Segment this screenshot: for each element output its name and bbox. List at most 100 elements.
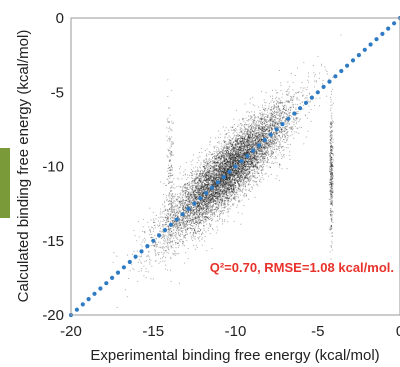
scatter-point	[281, 102, 283, 104]
scatter-point	[176, 207, 178, 209]
scatter-point	[184, 236, 186, 238]
scatter-point	[257, 135, 259, 137]
scatter-point	[223, 152, 224, 154]
scatter-point	[244, 141, 246, 143]
scatter-point	[190, 227, 192, 229]
scatter-point	[197, 202, 198, 204]
scatter-point	[186, 190, 188, 192]
scatter-point	[184, 204, 185, 206]
scatter-point	[212, 191, 214, 193]
scatter-point	[235, 172, 237, 174]
scatter-point	[322, 79, 324, 81]
scatter-point	[280, 112, 282, 114]
scatter-point	[218, 174, 220, 176]
scatter-point	[232, 184, 234, 186]
scatter-point	[273, 101, 275, 103]
scatter-point	[243, 184, 244, 186]
scatter-point	[221, 202, 223, 204]
scatter-point	[286, 132, 288, 134]
scatter-point	[270, 126, 271, 128]
scatter-point	[234, 185, 236, 187]
scatter-point	[247, 139, 249, 141]
scatter-point	[245, 152, 247, 153]
scatter-point	[206, 186, 208, 188]
scatter-point	[238, 166, 240, 168]
scatter-point	[203, 160, 205, 162]
scatter-point	[186, 225, 187, 227]
scatter-point	[330, 158, 332, 160]
scatter-point	[172, 154, 174, 156]
scatter-point	[208, 198, 210, 200]
scatter-point	[241, 154, 243, 156]
scatter-point	[224, 200, 226, 201]
scatter-point	[217, 162, 219, 164]
scatter-point	[288, 91, 290, 93]
scatter-point	[271, 150, 273, 152]
scatter-point	[221, 149, 223, 151]
scatter-point	[232, 156, 233, 158]
scatter-point	[331, 125, 333, 127]
scatter-point	[226, 175, 228, 177]
scatter-point	[160, 227, 161, 229]
scatter-point	[223, 171, 224, 173]
scatter-point	[209, 199, 211, 201]
scatter-point	[205, 205, 207, 207]
scatter-point	[274, 120, 276, 122]
scatter-point	[225, 178, 227, 180]
scatter-point	[171, 169, 173, 171]
scatter-point	[138, 236, 140, 238]
scatter-point	[245, 172, 247, 174]
scatter-point	[219, 168, 221, 170]
scatter-point	[177, 222, 179, 224]
scatter-point	[247, 133, 249, 135]
scatter-point	[207, 230, 209, 232]
scatter-point	[210, 209, 212, 211]
scatter-point	[243, 167, 245, 169]
scatter-point	[203, 176, 205, 178]
scatter-point	[213, 169, 215, 171]
scatter-point	[221, 170, 223, 172]
scatter-point	[231, 161, 232, 163]
scatter-point	[183, 187, 185, 189]
scatter-point	[219, 202, 220, 204]
scatter-point	[170, 228, 172, 230]
scatter-point	[252, 162, 253, 164]
scatter-point	[205, 167, 207, 169]
scatter-point	[229, 191, 231, 193]
scatter-point	[168, 176, 170, 178]
scatter-point	[220, 190, 222, 192]
scatter-point	[331, 130, 333, 132]
scatter-point	[159, 216, 161, 218]
scatter-point	[332, 170, 334, 171]
scatter-point	[159, 211, 161, 213]
scatter-point	[261, 117, 263, 119]
scatter-point	[261, 129, 263, 131]
scatter-point	[184, 245, 185, 247]
scatter-point	[190, 202, 192, 204]
scatter-point	[270, 154, 272, 156]
scatter-point	[235, 144, 237, 146]
scatter-point	[170, 229, 172, 231]
scatter-point	[280, 138, 282, 139]
scatter-point	[187, 193, 189, 195]
scatter-point	[233, 189, 235, 191]
scatter-point	[224, 159, 226, 161]
scatter-point	[209, 174, 211, 176]
scatter-point	[222, 181, 224, 183]
scatter-point	[250, 176, 252, 178]
scatter-point	[272, 149, 274, 151]
scatter-point	[257, 168, 259, 170]
scatter-point	[196, 206, 197, 208]
scatter-point	[290, 109, 292, 111]
scatter-point	[229, 197, 230, 199]
scatter-point	[218, 205, 220, 206]
scatter-point	[205, 187, 207, 189]
scatter-point	[265, 136, 267, 138]
scatter-point	[248, 123, 250, 125]
scatter-point	[162, 253, 164, 255]
scatter-point	[235, 186, 237, 188]
scatter-point	[235, 153, 237, 155]
scatter-point	[258, 149, 260, 151]
scatter-point	[263, 146, 265, 148]
scatter-point	[244, 131, 246, 133]
